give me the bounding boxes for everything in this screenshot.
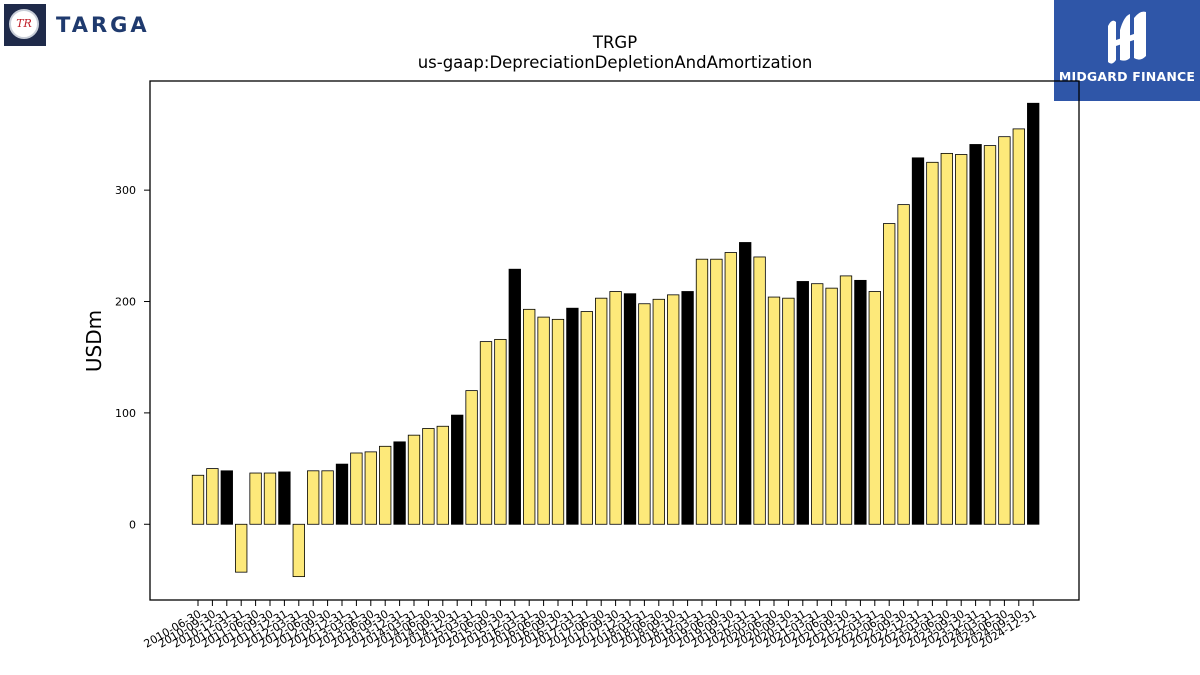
bar-2014-03-31 [407,434,421,525]
y-tick-label: 200 [115,296,136,309]
bar-2014-09-30 [436,425,449,525]
bar-2020-06-30 [767,296,781,525]
chart-subtitle: us-gaap:DepreciationDepletionAndAmortiza… [418,53,813,72]
y-axis-label: USDm [82,310,106,372]
bar-2017-06-30 [595,297,608,525]
bar-2019-09-30 [724,252,737,525]
bar-2015-09-30 [494,338,507,525]
chart-title: TRGP [592,33,637,52]
bar-2024-09-30 [1012,128,1025,525]
bar-2011-03-31 [235,523,248,573]
bar-2022-03-31 [868,291,881,525]
bar-2011-06-30 [249,472,262,525]
bar-2013-03-31 [350,452,363,525]
bar-2018-12-31 [681,291,694,525]
bar-2018-09-30 [667,294,680,525]
y-tick-label: 100 [115,407,136,420]
bar-2013-12-31 [393,441,406,525]
bar-2022-06-30 [883,223,896,525]
bar-2015-12-31 [508,268,521,525]
bar-2015-03-31 [465,390,478,525]
bar-2010-06-30 [191,474,205,525]
y-tick-label: 300 [115,184,136,197]
x-axis-ticks: 2010-06-302010-09-302010-12-312011-03-31… [142,600,1039,651]
bar-2012-03-31 [292,523,305,578]
bar-2017-12-31 [623,293,637,525]
bar-2024-12-31 [1027,102,1040,525]
midgard-finance-logo: MIDGARD FINANCE [1054,0,1200,101]
bar-2010-09-30 [206,468,219,525]
bar-2019-12-31 [739,242,752,525]
bar-2020-12-31 [796,281,809,525]
plot-frame [149,80,1080,601]
bar-2016-09-30 [551,318,565,525]
bar-2018-03-31 [638,303,651,525]
bar-2014-12-31 [451,414,464,525]
y-axis-ticks: 0 100 200 300 [115,184,150,531]
bar-2022-09-30 [897,204,910,525]
bar-2020-03-31 [753,256,766,525]
bar-2023-09-30 [955,154,968,525]
bar-2021-06-30 [825,287,838,525]
bar-2016-03-31 [523,308,536,525]
targa-logo: TR TARGA [4,4,164,48]
bar-2021-03-31 [811,283,824,525]
bar-2015-06-30 [479,341,493,525]
bar-2024-06-30 [998,136,1011,525]
bar-2024-03-31 [983,145,997,525]
midgard-logo-text: MIDGARD FINANCE [1058,69,1196,84]
bar-2010-12-31 [220,470,233,525]
targa-badge-icon: TR [4,4,46,46]
bar-2013-09-30 [379,445,392,525]
y-tick-label: 0 [129,518,136,531]
bar-2011-12-31 [278,471,291,525]
bar-2017-03-31 [580,311,593,525]
bar-2016-12-31 [566,307,579,525]
bar-2019-03-31 [695,258,709,525]
bar-2012-09-30 [321,470,334,525]
bar-2013-06-30 [364,451,377,525]
bar-2023-12-31 [969,144,982,525]
bar-2017-09-30 [609,291,622,525]
bar-2021-09-30 [839,275,853,525]
bar-2020-09-30 [782,297,795,525]
bar-2014-06-30 [422,428,435,525]
bar-2016-06-30 [537,316,550,525]
bar-2023-06-30 [940,152,953,525]
bar-2022-12-31 [911,157,925,525]
bars-group [191,102,1040,578]
bar-2019-06-30 [710,258,723,525]
targa-logo-text: TARGA [56,13,150,37]
bar-2023-03-31 [926,161,939,525]
midgard-mark-icon [1108,11,1146,64]
bar-2018-06-30 [652,298,665,525]
bar-2012-12-31 [335,463,349,525]
targa-badge-text: TR [16,17,32,30]
bar-2021-12-31 [854,279,867,525]
bar-2011-09-30 [263,472,277,525]
bar-2012-06-30 [307,470,320,525]
